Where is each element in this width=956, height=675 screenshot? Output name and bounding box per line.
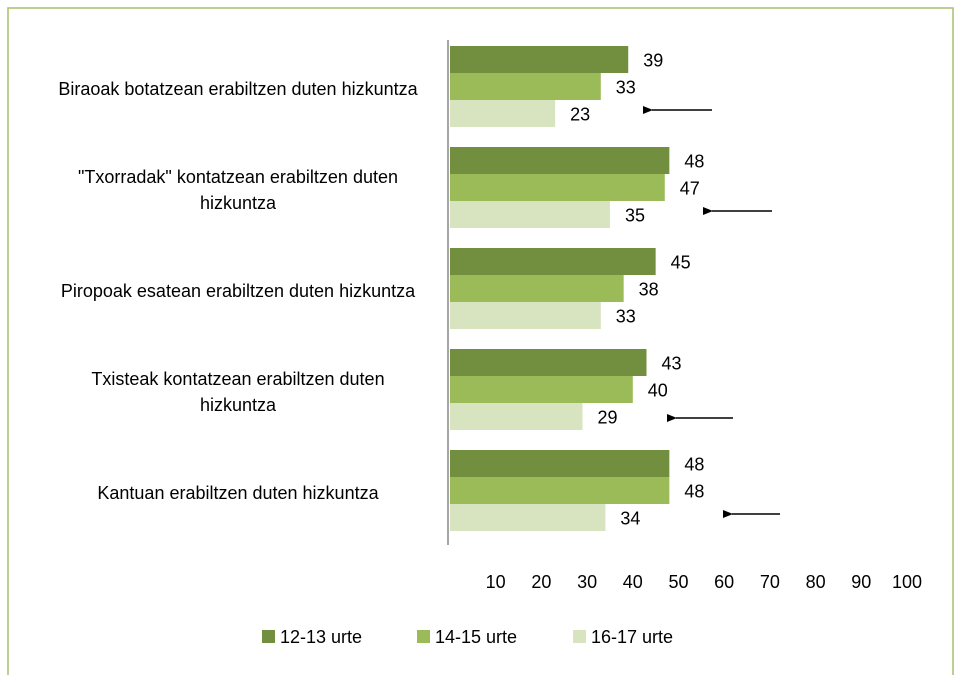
x-tick-label: 80	[806, 572, 826, 592]
value-label: 33	[616, 77, 636, 97]
bar	[450, 100, 556, 127]
category-label: Biraoak botatzean erabiltzen duten hizku…	[58, 78, 418, 99]
value-label: 48	[684, 151, 704, 171]
value-label: 48	[684, 454, 704, 474]
value-label: 47	[680, 178, 700, 198]
legend-swatch	[417, 630, 430, 643]
value-label: 39	[643, 50, 663, 70]
bar	[450, 376, 633, 403]
x-tick-label: 70	[760, 572, 780, 592]
value-label: 38	[639, 279, 659, 299]
bar	[450, 450, 670, 477]
bar	[450, 248, 656, 275]
value-label: 34	[620, 508, 640, 528]
value-label: 33	[616, 306, 636, 326]
category-label: Txisteak kontatzean erabiltzen duten hiz…	[91, 368, 385, 415]
value-label: 40	[648, 380, 668, 400]
x-tick-label: 10	[486, 572, 506, 592]
bar	[450, 504, 606, 531]
legend-label: 12-13 urte	[280, 627, 362, 647]
bar	[450, 403, 583, 430]
x-tick-label: 90	[851, 572, 871, 592]
bar	[450, 302, 601, 329]
value-label: 23	[570, 104, 590, 124]
value-label: 35	[625, 205, 645, 225]
bar	[450, 46, 629, 73]
value-label: 45	[671, 252, 691, 272]
bar	[450, 349, 647, 376]
bar	[450, 201, 610, 228]
bar	[450, 477, 670, 504]
legend-label: 14-15 urte	[435, 627, 517, 647]
bar	[450, 73, 601, 100]
x-tick-label: 50	[668, 572, 688, 592]
value-label: 48	[684, 481, 704, 501]
legend-swatch	[573, 630, 586, 643]
x-tick-label: 100	[892, 572, 922, 592]
bar	[450, 174, 665, 201]
value-label: 29	[598, 407, 618, 427]
category-label: Kantuan erabiltzen duten hizkuntza	[97, 482, 379, 503]
category-label: "Txorradak" kontatzean erabiltzen duten …	[78, 166, 398, 213]
value-label: 43	[662, 353, 682, 373]
bar	[450, 147, 670, 174]
x-tick-label: 60	[714, 572, 734, 592]
x-tick-label: 30	[577, 572, 597, 592]
bar	[450, 275, 624, 302]
legend-label: 16-17 urte	[591, 627, 673, 647]
legend-swatch	[262, 630, 275, 643]
x-tick-label: 40	[623, 572, 643, 592]
frame	[7, 7, 954, 675]
x-tick-label: 20	[531, 572, 551, 592]
category-label: Piropoak esatean erabiltzen duten hizkun…	[60, 280, 416, 301]
arrows	[643, 106, 780, 518]
